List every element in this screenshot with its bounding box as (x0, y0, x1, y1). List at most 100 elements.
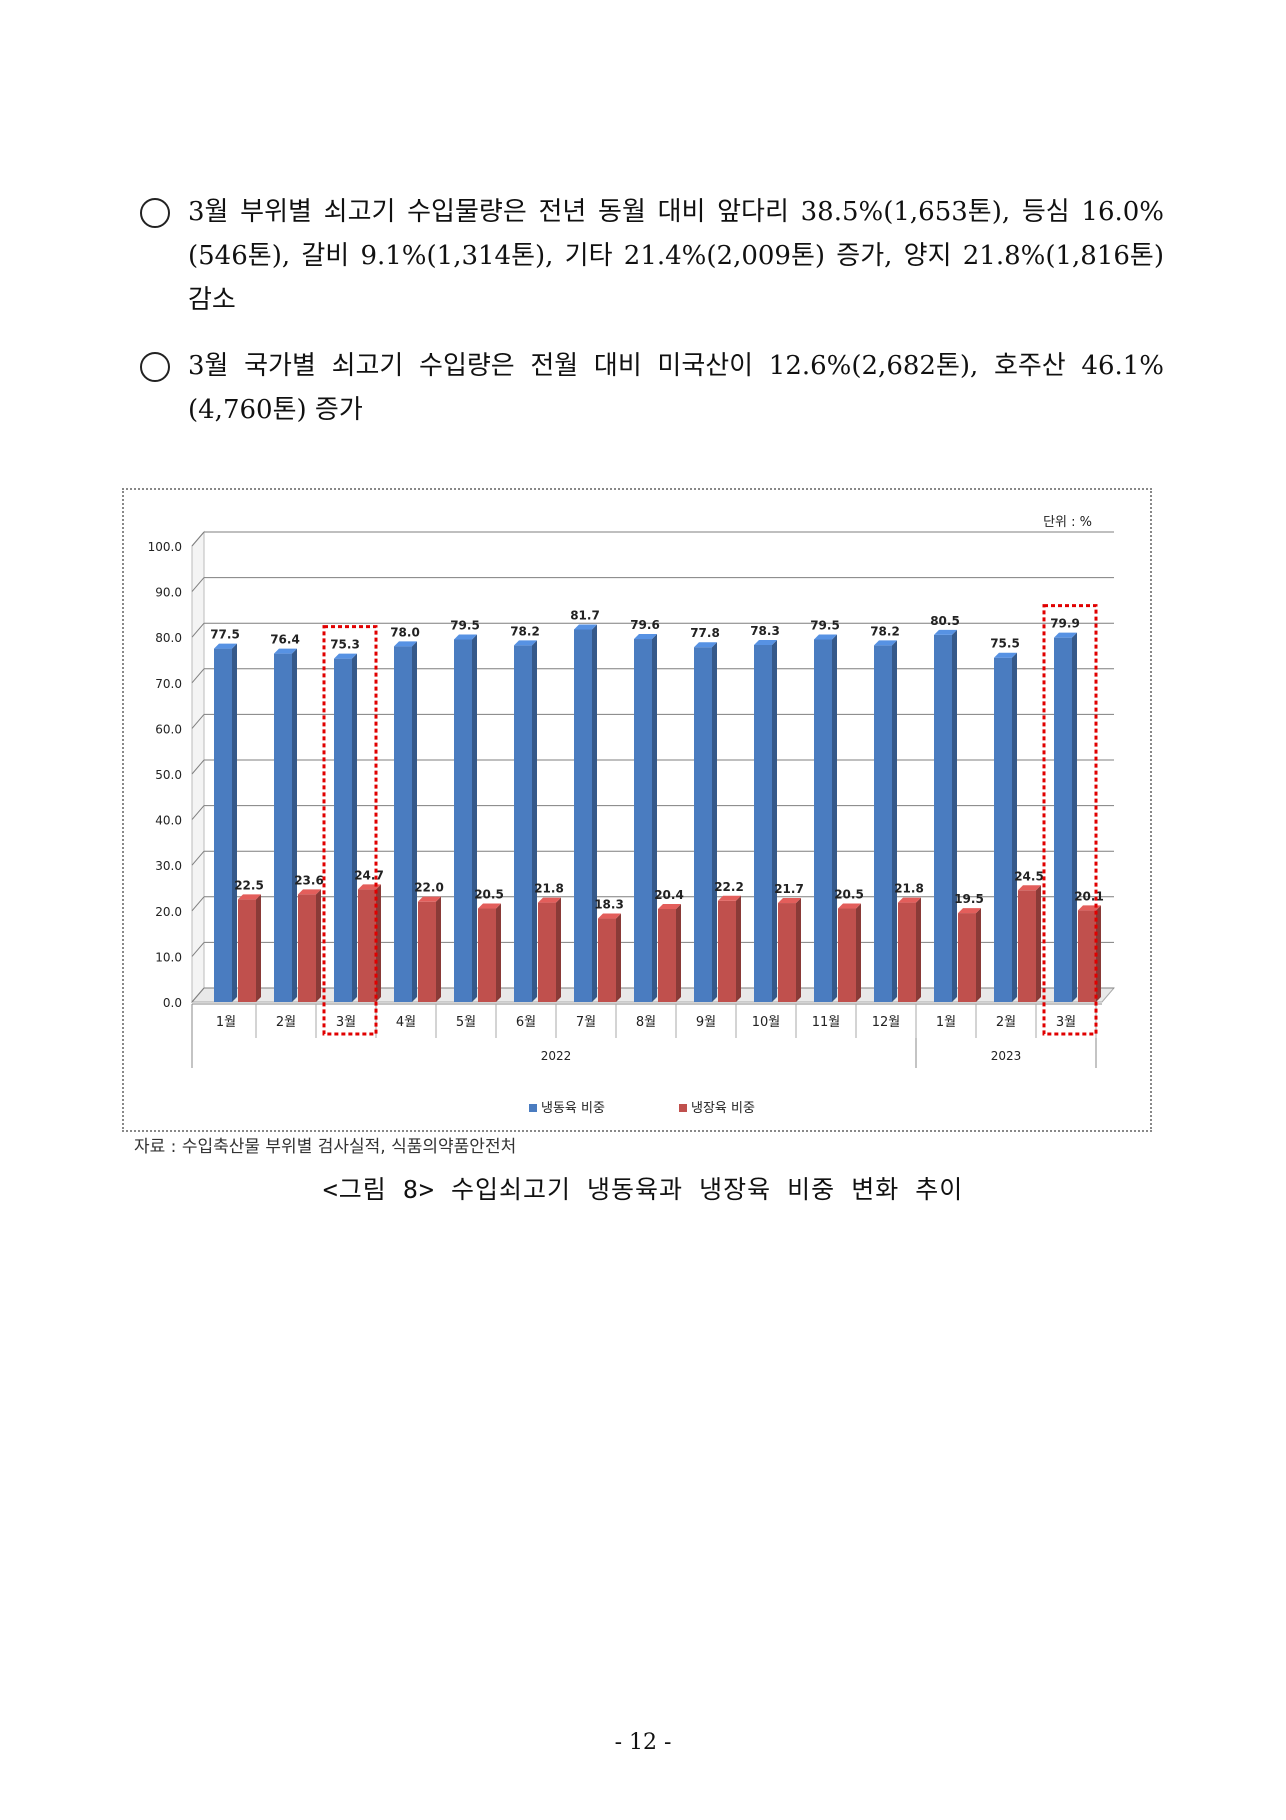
bar-chilled (658, 908, 676, 1002)
bar-chilled (1078, 910, 1096, 1002)
gridline-diagonal (191, 805, 205, 820)
bar-top (214, 643, 237, 649)
gridline-diagonal (191, 987, 205, 1003)
year-group-label: 2023 (991, 1049, 1022, 1063)
data-label-chilled: 20.1 (1074, 889, 1104, 903)
data-label-chilled: 18.3 (594, 898, 624, 912)
gridline-diagonal (191, 622, 205, 638)
bar-frozen (814, 639, 832, 1002)
bar-top (1018, 885, 1041, 891)
data-label-frozen: 77.8 (690, 626, 720, 640)
bar-side (772, 639, 777, 1002)
y-tick-label: 70.0 (155, 677, 182, 691)
bar-chilled (478, 908, 496, 1002)
bar-top (454, 634, 477, 640)
bar-chilled (718, 900, 736, 1002)
bar-top (694, 642, 717, 648)
chart-frame: 0.0 10.0 20.0 30.0 40.0 50.0 60.0 70.0 80.0 90.0 1… (122, 488, 1152, 1132)
bar-side (616, 913, 621, 1002)
bar-frozen (754, 644, 772, 1002)
paragraph-2: 3월 국가별 쇠고기 수입량은 전월 대비 미국산이 12.6%(2,682톤)… (140, 344, 1164, 432)
data-label-chilled: 21.8 (534, 882, 564, 896)
bar-chilled (598, 918, 616, 1002)
bar-side (832, 634, 837, 1002)
bar-side (412, 641, 417, 1002)
bar-side (556, 897, 561, 1002)
y-tick-label: 30.0 (155, 859, 182, 873)
x-tick-label: 1월 (936, 1015, 956, 1030)
data-label-chilled: 20.5 (834, 888, 864, 902)
bar-chilled (418, 901, 436, 1002)
data-label-frozen: 79.5 (450, 618, 480, 632)
data-label-frozen: 80.5 (930, 614, 960, 628)
bar-top (334, 653, 357, 659)
paragraph-1: 3월 부위별 쇠고기 수입물량은 전년 동월 대비 앞다리 38.5%(1,65… (140, 190, 1164, 322)
bar-side (976, 908, 981, 1002)
data-label-frozen: 75.3 (330, 638, 360, 652)
data-label-chilled: 23.6 (294, 873, 324, 887)
page-number: - 12 - (614, 1730, 672, 1755)
bar-top (598, 913, 621, 919)
bar-chilled (898, 902, 916, 1002)
data-label-frozen: 77.5 (210, 628, 240, 642)
bar-chilled (538, 902, 556, 1002)
bar-frozen (634, 639, 652, 1002)
bar-frozen (694, 647, 712, 1002)
data-label-frozen: 75.5 (990, 637, 1020, 651)
data-label-chilled: 22.2 (714, 880, 744, 894)
gridline-diagonal (191, 531, 205, 547)
bar-frozen (394, 646, 412, 1002)
bar-frozen (874, 645, 892, 1002)
x-tick-label: 9월 (696, 1015, 716, 1030)
bar-top (898, 897, 921, 903)
data-label-frozen: 78.0 (390, 625, 420, 639)
y-tick-label: 0.0 (163, 996, 182, 1010)
bar-side (916, 897, 921, 1002)
bar-chart: 0.0 10.0 20.0 30.0 40.0 50.0 60.0 70.0 80.0 90.0 1… (148, 515, 1116, 1116)
paragraph-text: 3월 국가별 쇠고기 수입량은 전월 대비 미국산이 12.6%(2,682톤)… (188, 351, 1164, 425)
bar-chilled (358, 889, 376, 1002)
bar-top (814, 634, 837, 640)
bar-top (514, 640, 537, 646)
gridline-diagonal (191, 942, 205, 957)
bar-chilled (778, 903, 796, 1002)
bar-side (292, 648, 297, 1002)
bar-chilled (958, 913, 976, 1002)
data-label-frozen: 79.6 (630, 618, 660, 632)
paragraph-text: 3월 부위별 쇠고기 수입물량은 전년 동월 대비 앞다리 38.5%(1,65… (188, 197, 1164, 315)
bar-frozen (1054, 637, 1072, 1002)
legend-label: 냉동육 비중 (541, 1101, 605, 1116)
data-label-chilled: 24.5 (1014, 869, 1044, 883)
data-label-chilled: 21.7 (774, 882, 804, 896)
data-label-chilled: 20.5 (474, 888, 504, 902)
legend-swatch (679, 1104, 687, 1112)
bar-top (418, 896, 441, 902)
bar-side (712, 642, 717, 1002)
bar-side (1036, 885, 1041, 1002)
y-tick-label: 10.0 (155, 950, 182, 964)
bar-top (478, 903, 501, 909)
bar-top (778, 898, 801, 904)
bar-top (754, 639, 777, 645)
source-note: 자료 : 수입축산물 부위별 검사실적, 식품의약품안전처 (134, 1137, 517, 1157)
bar-top (874, 640, 897, 646)
bar-top (538, 897, 561, 903)
y-tick-label: 90.0 (155, 586, 182, 600)
bar-side (736, 895, 741, 1002)
data-label-frozen: 81.7 (570, 608, 600, 622)
circle-bullet-icon (140, 352, 170, 382)
y-tick-label: 80.0 (155, 631, 182, 645)
bar-side (232, 643, 237, 1002)
x-tick-label: 2월 (276, 1015, 296, 1030)
x-tick-label: 2월 (996, 1015, 1016, 1030)
y-tick-label: 60.0 (155, 722, 182, 736)
x-tick-label: 6월 (516, 1015, 536, 1030)
x-tick-label: 3월 (336, 1015, 356, 1030)
data-label-chilled: 19.5 (954, 892, 984, 906)
bar-side (256, 894, 261, 1002)
figure-caption: <그림 8> 수입쇠고기 냉동육과 냉장육 비중 변화 추이 (322, 1175, 964, 1204)
bar-top (238, 894, 261, 900)
x-tick-label: 11월 (812, 1015, 841, 1030)
bar-side (436, 896, 441, 1002)
highlight-box (1042, 604, 1098, 1036)
